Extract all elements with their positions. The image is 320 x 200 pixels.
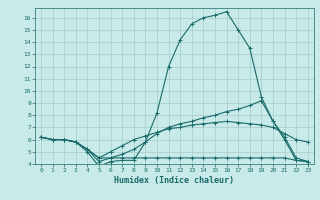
X-axis label: Humidex (Indice chaleur): Humidex (Indice chaleur) bbox=[115, 176, 235, 185]
